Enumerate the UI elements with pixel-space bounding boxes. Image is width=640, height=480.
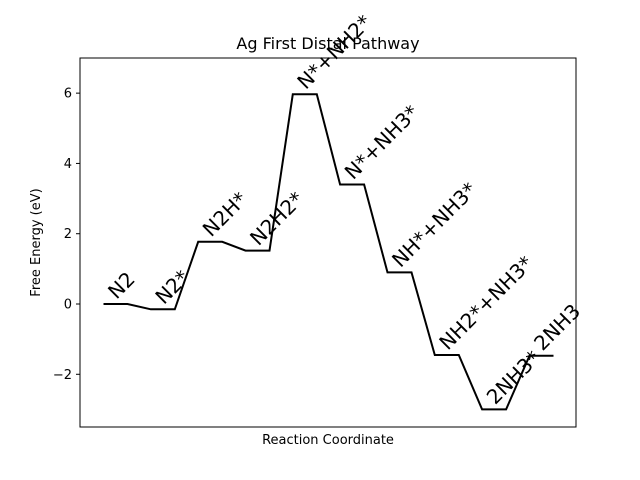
y-tick-label: 0 — [64, 298, 72, 313]
pathway-line — [103, 93, 554, 411]
state-labels: N2 N2*N2H*N2H2*N*+NH2*N*+NH3*NH*+NH3*NH2*… — [103, 10, 585, 409]
y-tick-label: −2 — [53, 368, 72, 383]
y-axis-label: Free Energy (eV) — [29, 188, 44, 296]
state-label: NH2*+NH3* — [434, 251, 537, 354]
y-tick-label: 6 — [64, 87, 72, 102]
pathway-series — [103, 93, 554, 411]
plot-frame — [79, 57, 577, 428]
y-axis-ticks: −2 0 2 4 6 — [53, 87, 80, 383]
y-tick-label: 2 — [64, 227, 72, 242]
state-label: NH*+NH3* — [387, 178, 481, 272]
state-label: N2 — [103, 267, 140, 304]
state-label: N*+NH3* — [340, 100, 424, 184]
y-tick-label: 4 — [64, 157, 72, 172]
x-axis-label: Reaction Coordinate — [262, 433, 394, 448]
state-label: 2NH3 — [529, 299, 585, 355]
chart-title: Ag First Distal Pathway — [236, 34, 419, 53]
state-label: 2NH3* — [482, 346, 545, 409]
